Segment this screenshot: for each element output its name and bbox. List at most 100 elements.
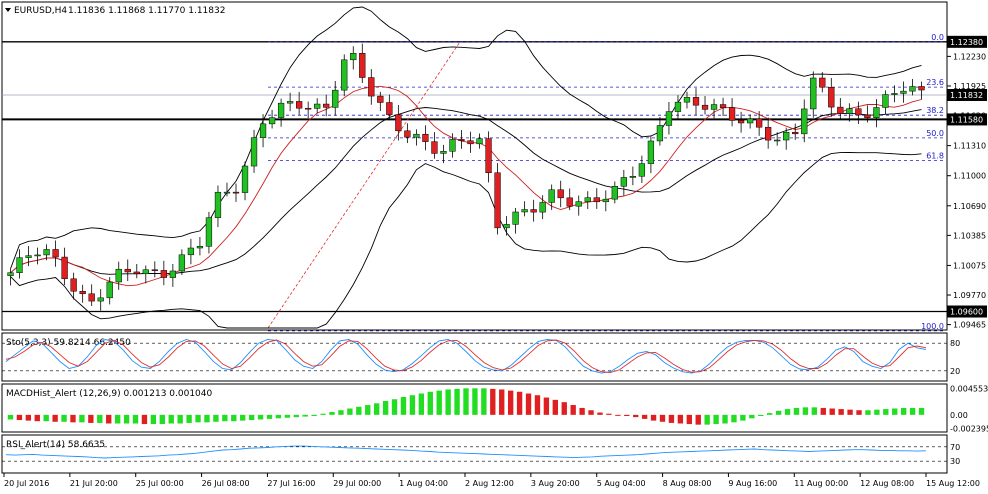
macd-bar bbox=[436, 390, 442, 415]
macd-bar bbox=[400, 396, 407, 415]
candle bbox=[900, 90, 907, 94]
candle bbox=[882, 94, 889, 108]
candle bbox=[774, 139, 781, 142]
macd-bar bbox=[409, 395, 416, 415]
candle bbox=[187, 247, 195, 256]
candle bbox=[638, 163, 646, 177]
macd-bar bbox=[597, 412, 603, 415]
level-price-2-label: 1.09600 bbox=[950, 308, 983, 317]
macd-bar bbox=[883, 409, 889, 415]
macd-bar bbox=[704, 414, 710, 425]
macd-bar bbox=[525, 393, 532, 415]
price-tick-label: 1.11000 bbox=[953, 172, 986, 181]
macd-bar bbox=[793, 407, 800, 415]
candle bbox=[692, 97, 700, 106]
macd-bar bbox=[365, 405, 371, 415]
macd-bar bbox=[43, 414, 49, 422]
candle bbox=[701, 104, 709, 110]
candle bbox=[737, 120, 745, 124]
macd-bar bbox=[918, 407, 925, 415]
time-label: 9 Aug 16:00 bbox=[728, 479, 777, 488]
macd-bar bbox=[588, 410, 594, 415]
candle bbox=[106, 281, 113, 299]
macd-bar bbox=[52, 414, 58, 422]
candle bbox=[250, 137, 258, 167]
macd-bar bbox=[186, 414, 192, 423]
candle bbox=[828, 87, 835, 108]
candle bbox=[359, 52, 366, 78]
candle bbox=[422, 133, 429, 142]
candle bbox=[891, 93, 898, 95]
fib-label-2: 38.2 bbox=[926, 106, 944, 115]
candle bbox=[52, 249, 59, 258]
macd-bar bbox=[615, 414, 621, 416]
price-tick-label: 1.09770 bbox=[953, 291, 986, 300]
macd-bar bbox=[293, 414, 299, 418]
macd-bar bbox=[784, 409, 791, 415]
macd-bar bbox=[61, 414, 67, 422]
macd-bar bbox=[641, 414, 648, 419]
macd-bar bbox=[633, 414, 639, 418]
stochastic-panel bbox=[1, 332, 948, 382]
candle bbox=[656, 125, 664, 142]
macd-bar bbox=[731, 414, 737, 423]
time-label: 2 Aug 12:00 bbox=[465, 479, 514, 488]
macd-bar bbox=[552, 399, 558, 415]
candle bbox=[305, 107, 312, 110]
macd-bar bbox=[740, 414, 746, 421]
level-price-2-box bbox=[947, 305, 987, 318]
fib-label-3: 50.0 bbox=[926, 129, 944, 138]
candle bbox=[719, 104, 727, 108]
macd-bar bbox=[195, 414, 201, 423]
fib-trend-line bbox=[267, 41, 461, 329]
current-price-label: 1.11832 bbox=[950, 91, 983, 100]
macd-bar bbox=[481, 388, 487, 415]
macd-bar bbox=[311, 414, 317, 416]
price-tick-label: 1.10075 bbox=[953, 261, 986, 270]
time-label: 15 Aug 12:00 bbox=[926, 479, 980, 488]
candle bbox=[512, 211, 519, 225]
candle bbox=[350, 52, 357, 61]
candle bbox=[801, 108, 808, 135]
candle bbox=[837, 106, 844, 114]
macd-bar bbox=[749, 414, 755, 419]
chart-layers: 0.023.638.250.061.8100.01.122301.119251.… bbox=[2, 6, 988, 488]
macd-tick-label: 0.00 bbox=[950, 411, 968, 420]
macd-bar bbox=[320, 413, 326, 415]
macd-bar bbox=[900, 407, 907, 415]
bollinger-upper bbox=[10, 6, 922, 269]
candle bbox=[855, 108, 862, 116]
candle bbox=[395, 114, 402, 132]
candle bbox=[566, 197, 573, 207]
macd-bar bbox=[892, 408, 898, 415]
macd-bar bbox=[802, 407, 809, 415]
time-label: 12 Aug 08:00 bbox=[860, 479, 914, 488]
macd-bar bbox=[516, 391, 523, 415]
macd-bar bbox=[177, 414, 183, 424]
rsi-tick-label: 30 bbox=[950, 457, 960, 466]
candle bbox=[223, 191, 231, 194]
sto-series-1 bbox=[5, 339, 927, 374]
price-tick-label: 1.10690 bbox=[953, 202, 986, 211]
time-label: 21 Jul 20:00 bbox=[70, 479, 118, 488]
macd-bar bbox=[418, 393, 425, 415]
candle bbox=[34, 254, 41, 257]
macd-bar bbox=[811, 407, 818, 415]
macd-bar bbox=[686, 414, 692, 425]
candle bbox=[819, 77, 826, 88]
candle bbox=[70, 278, 77, 292]
candle bbox=[368, 77, 375, 97]
fib-label-4: 61.8 bbox=[926, 151, 944, 160]
macd-bar bbox=[132, 414, 139, 424]
macd-bar bbox=[374, 403, 380, 415]
candle bbox=[314, 103, 321, 109]
candle bbox=[864, 114, 871, 118]
macd-bar bbox=[865, 410, 871, 415]
macd-bar bbox=[695, 414, 701, 425]
current-price-box bbox=[947, 88, 987, 101]
chevron-down-icon[interactable] bbox=[5, 8, 11, 12]
macd-bar bbox=[650, 414, 657, 421]
macd-bar bbox=[445, 389, 451, 415]
macd-bar bbox=[275, 414, 282, 419]
